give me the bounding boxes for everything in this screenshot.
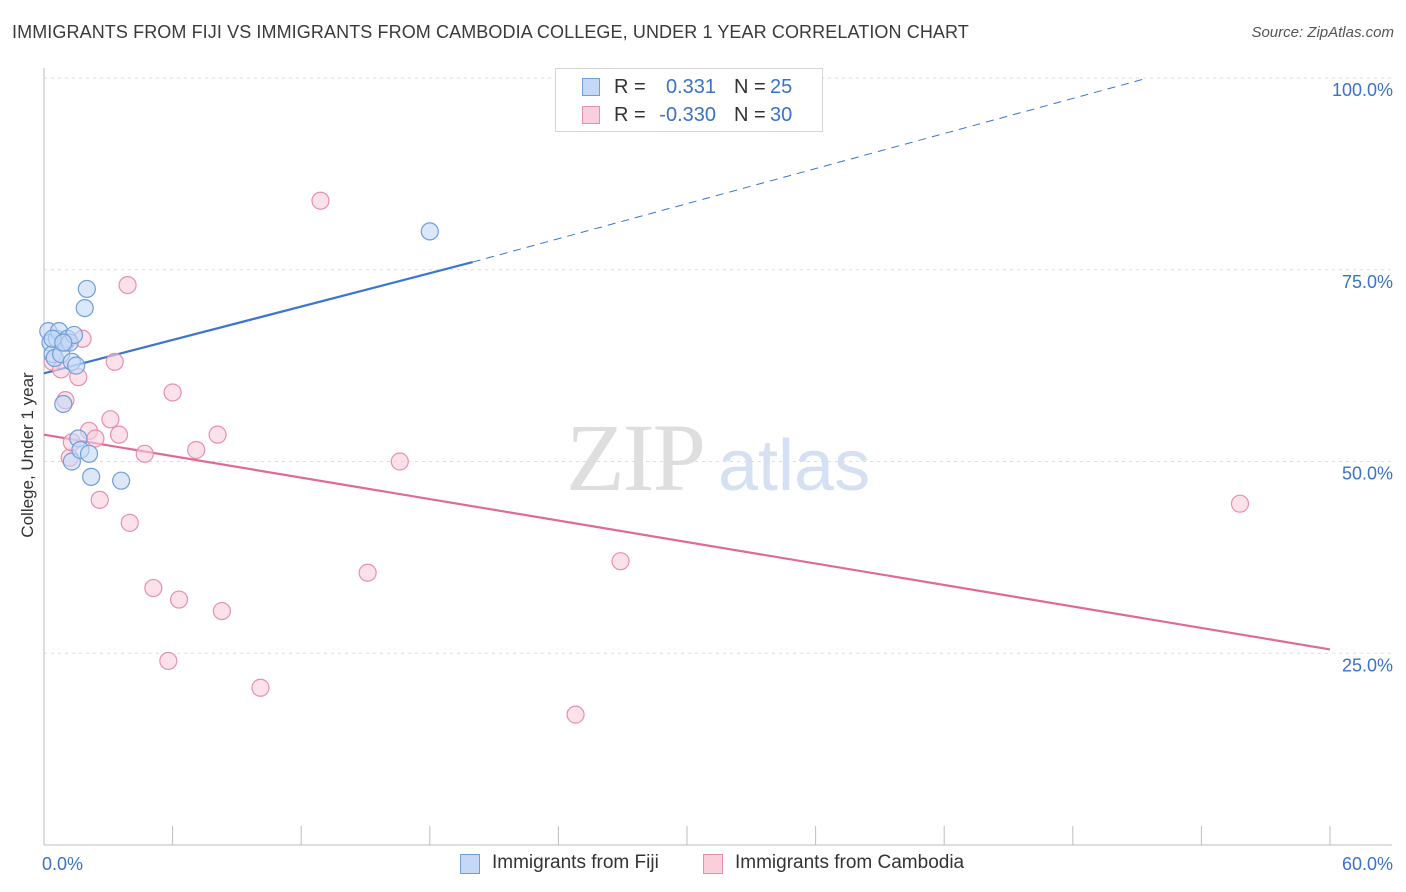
y-axis-label: College, Under 1 year (18, 372, 37, 538)
trend-line-cambodia (43, 433, 1331, 651)
cambodia-point (212, 601, 231, 621)
r-label: R = (614, 104, 646, 126)
source-label: Source: ZipAtlas.com (1251, 24, 1394, 41)
cambodia-point (163, 383, 182, 402)
trend-lines (43, 77, 1331, 651)
axes (43, 68, 1392, 846)
fiji-point (54, 333, 73, 352)
cambodia-point (208, 425, 227, 444)
cambodia-point (251, 678, 270, 697)
fiji-point (67, 356, 86, 375)
cambodia-point (118, 275, 137, 295)
fiji-point (54, 394, 73, 414)
y-tick-label: 100.0% (1332, 80, 1393, 100)
cambodia-point (144, 578, 163, 598)
cambodia-point (105, 352, 124, 371)
trend-line-extension (472, 77, 1148, 263)
cambodia-point (358, 563, 377, 582)
stats-row-cambodia: R = -0.330 N = 30 (556, 102, 822, 130)
data-points (39, 191, 1250, 724)
y-tick-label: 25.0% (1342, 655, 1393, 675)
fiji-swatch (582, 78, 600, 96)
cambodia-point (135, 444, 154, 463)
n-value: 30 (770, 104, 793, 126)
cambodia-point (1230, 494, 1250, 513)
y-tick-label: 50.0% (1342, 464, 1393, 484)
fiji-point (420, 222, 439, 241)
fiji-point (75, 299, 94, 318)
n-label: N = (734, 104, 766, 126)
tick-labels: 25.0% 50.0% 75.0% 100.0% 0.0% 60.0% (42, 80, 1393, 874)
cambodia-point (120, 513, 139, 532)
legend-swatch-cambodia (703, 854, 723, 874)
fiji-point (77, 279, 96, 299)
n-label: N = (734, 76, 766, 98)
legend-label-fiji: Immigrants from Fiji (492, 852, 659, 873)
cambodia-point (86, 429, 105, 448)
watermark-atlas: atlas (718, 426, 870, 506)
y-tick-label: 75.0% (1342, 272, 1393, 292)
cambodia-point (159, 651, 178, 671)
correlation-stats-box: R = 0.331 N = 25 R = -0.330 N = 30 (555, 68, 823, 132)
cambodia-point (187, 440, 206, 460)
r-label: R = (614, 76, 646, 98)
cambodia-point (169, 590, 189, 609)
r-value: 0.331 (665, 76, 716, 98)
cambodia-point (101, 410, 120, 429)
cambodia-point (90, 490, 109, 509)
x-tick-label: 0.0% (42, 854, 83, 874)
grid-lines (44, 77, 1392, 654)
cambodia-point (566, 705, 585, 724)
r-value: -0.330 (659, 104, 716, 126)
stats-row-fiji: R = 0.331 N = 25 (556, 74, 822, 102)
legend-swatch-fiji (460, 854, 480, 874)
x-tick-label: 60.0% (1342, 854, 1393, 874)
n-value: 25 (770, 76, 793, 98)
watermark: ZIP atlas (566, 404, 870, 511)
watermark-zip: ZIP (566, 404, 704, 511)
fiji-point (112, 471, 131, 490)
fiji-point (82, 467, 101, 486)
legend-label-cambodia: Immigrants from Cambodia (735, 852, 965, 873)
cambodia-point (390, 452, 409, 471)
cambodia-point (109, 425, 129, 444)
cambodia-point (311, 191, 330, 210)
cambodia-point (611, 552, 630, 571)
chart-title: IMMIGRANTS FROM FIJI VS IMMIGRANTS FROM … (12, 22, 969, 42)
fiji-point (79, 444, 99, 463)
cambodia-swatch (582, 106, 600, 124)
